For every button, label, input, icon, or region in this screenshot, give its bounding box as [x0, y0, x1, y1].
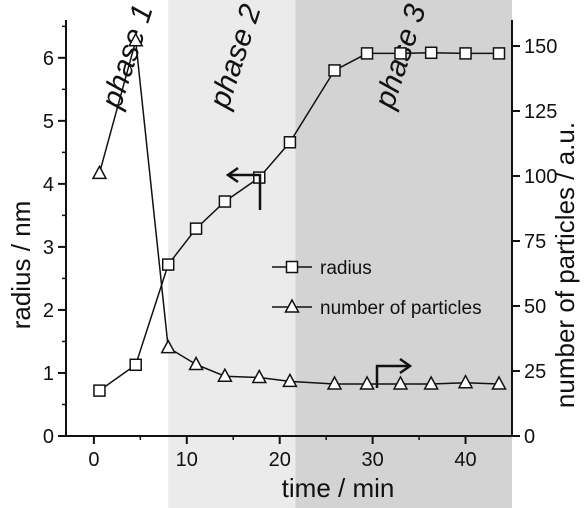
- y-left-tick-label: 0: [43, 426, 54, 448]
- y-right-tick-label: 50: [524, 296, 546, 318]
- phase-1-label: phase 1: [95, 0, 160, 113]
- legend-particles: number of particles: [272, 298, 482, 319]
- radius-point: [283, 136, 297, 149]
- particles-point: [491, 375, 507, 390]
- y-right-tick-label: 100: [524, 166, 557, 188]
- radius-point: [394, 47, 407, 60]
- y-right-tick-label: 25: [524, 361, 546, 383]
- legend-radius: radius: [272, 258, 372, 279]
- legend: radius number of particles: [272, 258, 482, 319]
- arrow-to-left-axis-icon: [225, 166, 262, 210]
- particles-point: [217, 367, 233, 382]
- x-tick-label: 40: [454, 449, 476, 471]
- y-right-tick-label: 0: [524, 426, 535, 448]
- phase-2-band: [168, 0, 296, 508]
- y-left-tick-label: 6: [43, 48, 54, 70]
- radius-point: [189, 222, 203, 235]
- phase-backgrounds: [168, 0, 512, 508]
- legend-radius-label: radius: [320, 258, 372, 279]
- phase-3-band: [295, 0, 512, 508]
- legend-particles-label: number of particles: [320, 298, 482, 319]
- y-right-axis-title: number of particles / a.u.: [550, 122, 580, 408]
- particles-point: [392, 375, 409, 390]
- y-right-tick-label: 125: [524, 101, 557, 123]
- y-left-tick-label: 1: [43, 363, 54, 385]
- particles-point: [91, 164, 108, 180]
- radius-point: [360, 47, 374, 60]
- radius-point: [129, 358, 142, 372]
- particles-point: [326, 375, 343, 390]
- radius-point: [492, 47, 506, 60]
- particles-point: [457, 374, 474, 389]
- y-left-tick-label: 5: [43, 111, 54, 133]
- x-tick-label: 30: [362, 449, 384, 471]
- radius-point: [424, 46, 438, 60]
- radius-point: [218, 195, 232, 208]
- particles-point: [359, 375, 375, 390]
- x-axis-title: time / min: [282, 473, 395, 503]
- x-tick-label: 20: [269, 449, 291, 471]
- particles-point: [188, 355, 204, 371]
- radius-point: [93, 384, 106, 397]
- particles-point: [251, 368, 268, 384]
- y-right-tick-label: 75: [524, 231, 546, 253]
- x-tick-label: 0: [88, 449, 99, 471]
- particles-point: [127, 32, 144, 47]
- y-left-tick-label: 3: [43, 237, 54, 259]
- arrow-to-right-axis-icon: [375, 357, 413, 388]
- particles-point: [160, 339, 176, 354]
- data-series: [91, 32, 507, 397]
- y-left-tick-label: 2: [43, 300, 54, 322]
- particles-point: [282, 372, 298, 388]
- x-tick-label: 10: [176, 449, 198, 471]
- particles-point: [423, 375, 439, 390]
- axis-ticks: 0 10 20 30 40 0 1 2 3 4 5 6 0 25 50 75 100 125 150: [43, 25, 557, 471]
- radius-point: [161, 258, 175, 271]
- y-left-axis-title: radius / nm: [6, 201, 36, 330]
- radius-point: [459, 47, 472, 60]
- radius-point: [328, 64, 341, 77]
- y-right-tick-label: 150: [524, 36, 557, 58]
- y-left-tick-label: 4: [43, 174, 54, 196]
